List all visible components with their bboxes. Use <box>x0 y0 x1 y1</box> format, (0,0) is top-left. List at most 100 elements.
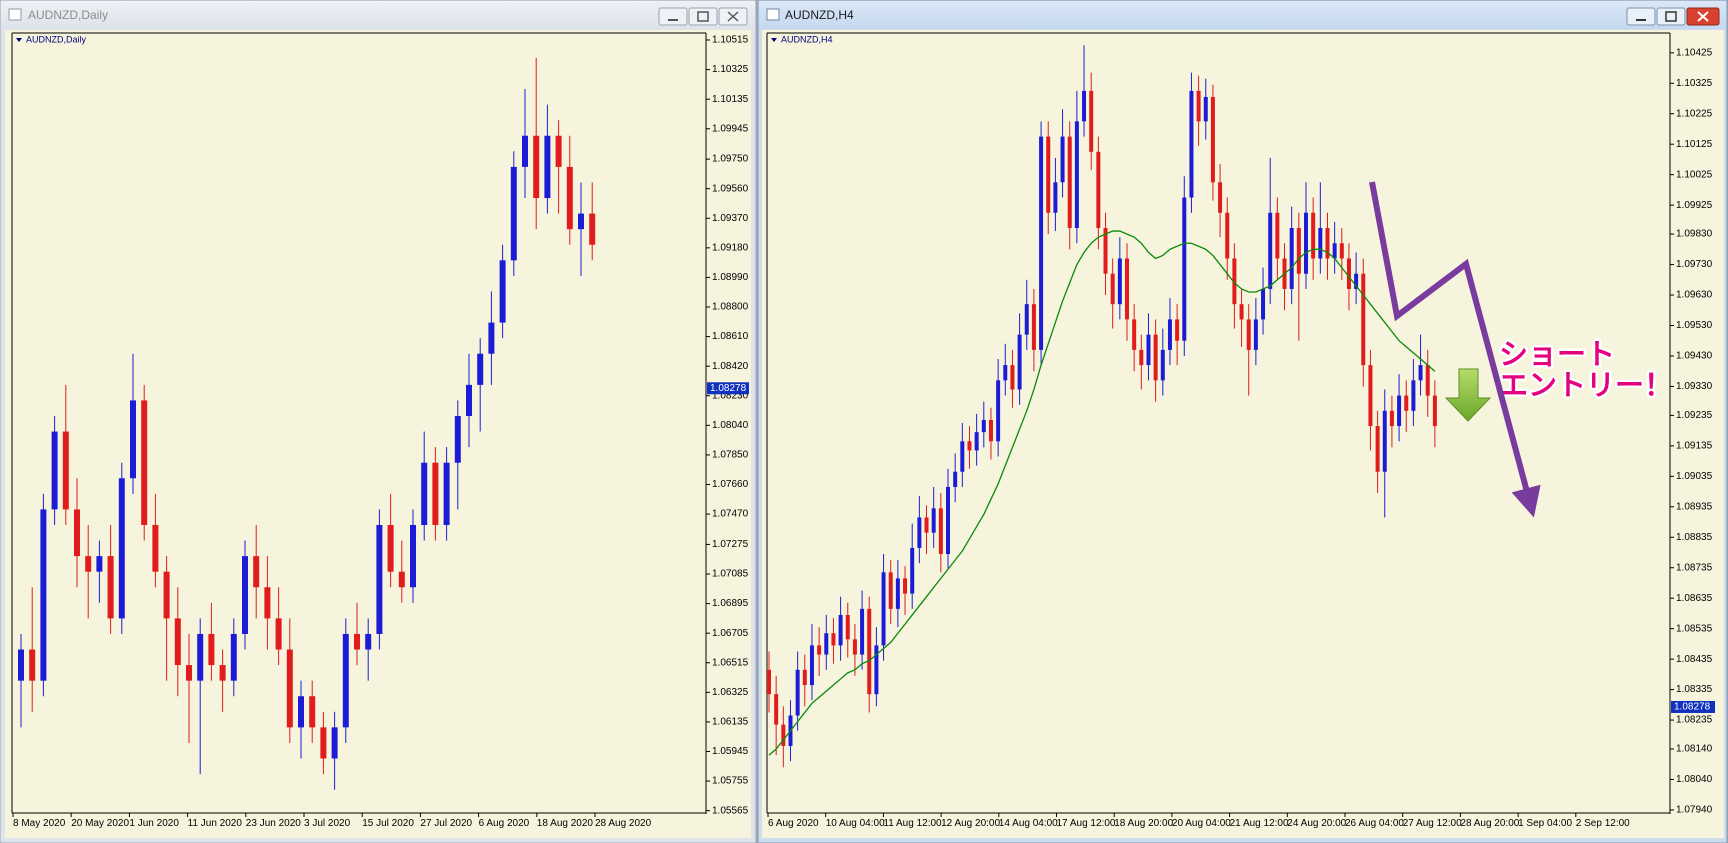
candle-body <box>867 608 872 695</box>
x-tick-label: 17 Aug 12:00 <box>1057 818 1116 829</box>
candle-body <box>432 462 439 525</box>
chart-label: AUDNZD,Daily <box>26 34 87 44</box>
restore-button[interactable] <box>1656 7 1686 26</box>
y-tick-label: 1.06325 <box>712 687 749 698</box>
candle-body <box>1067 136 1072 228</box>
candle-body <box>342 633 349 728</box>
candle-body <box>1253 319 1258 350</box>
candle-body <box>1432 395 1437 427</box>
y-tick-label: 1.10325 <box>712 64 749 75</box>
restore-icon <box>697 11 709 22</box>
candle-body <box>1003 365 1008 381</box>
candle-body <box>141 400 148 525</box>
window-icon <box>8 8 22 21</box>
y-tick-label: 1.10125 <box>1676 139 1713 150</box>
candle-body <box>1196 90 1201 122</box>
candle-body <box>578 213 584 230</box>
candle-body <box>1053 182 1058 213</box>
y-tick-label: 1.08835 <box>1676 532 1713 543</box>
candle-body <box>774 694 779 725</box>
candle-body <box>1103 228 1108 274</box>
moving-average <box>768 230 1436 756</box>
current-price-box <box>1671 700 1715 713</box>
minimize-button[interactable] <box>1626 7 1656 26</box>
candle-body <box>938 508 943 555</box>
window-daily: AUDNZD,Daily <box>0 0 757 843</box>
candle-body <box>544 135 551 199</box>
charts: AUDNZD,Daily 1.10515 1.10325 1.10135 1.09945… <box>11 32 1715 829</box>
candle-body <box>242 556 248 634</box>
candle-body <box>398 571 405 588</box>
candle-body <box>510 166 517 261</box>
candle-body <box>817 645 822 655</box>
x-tick-label: 20 May 2020 <box>71 818 129 829</box>
candle-body <box>522 135 528 167</box>
candle-body <box>29 649 36 681</box>
y-tick-label: 1.09035 <box>1676 471 1713 482</box>
candle-body <box>1268 212 1273 289</box>
x-tick-label: 27 Aug 12:00 <box>1403 818 1462 829</box>
y-tick-label: 1.07275 <box>712 539 749 550</box>
current-price-label: 1.08278 <box>1674 702 1711 713</box>
candle-body <box>767 669 771 695</box>
candle-body <box>1010 365 1015 390</box>
candle-body <box>1218 182 1223 213</box>
x-tick-label: 3 Jul 2020 <box>304 818 351 829</box>
candle-body <box>917 517 922 548</box>
candle-body <box>1275 212 1280 259</box>
candle-body <box>331 727 338 759</box>
candle-body <box>1354 273 1359 289</box>
candle-body <box>1425 365 1430 396</box>
x-tick-label: 2 Sep 12:00 <box>1576 818 1630 829</box>
candle-body <box>1232 258 1237 305</box>
candle-body <box>152 524 159 572</box>
y-tick-label: 1.08800 <box>712 302 749 313</box>
y-tick-label: 1.10515 <box>712 35 749 46</box>
y-tick-label: 1.10025 <box>1676 169 1713 180</box>
candle-body <box>1024 304 1029 335</box>
candle-body <box>197 633 204 681</box>
y-tick-label: 1.08140 <box>1676 744 1713 755</box>
minimize-button[interactable] <box>658 7 688 26</box>
candle-body <box>1210 96 1215 183</box>
candle-body <box>421 462 428 525</box>
candle-body <box>1139 349 1144 366</box>
x-tick-label: 6 Aug 2020 <box>768 818 819 829</box>
y-tick-label: 1.09730 <box>1676 259 1713 270</box>
restore-button[interactable] <box>688 7 718 26</box>
candle-body <box>130 400 136 479</box>
y-tick-label: 1.09430 <box>1676 351 1713 362</box>
y-tick-label: 1.09330 <box>1676 381 1713 392</box>
candle-body <box>118 478 125 619</box>
x-tick-label: 18 Aug 20:00 <box>1114 818 1173 829</box>
candle-body <box>298 696 304 728</box>
window-title: AUDNZD,Daily <box>28 8 108 22</box>
chart-label-marker <box>771 38 777 42</box>
candle-body <box>1203 96 1208 122</box>
candle-body <box>960 441 965 472</box>
candle-body <box>1125 258 1129 320</box>
candle-body <box>1304 212 1308 274</box>
candle-body <box>1339 243 1344 259</box>
candle-body <box>1261 288 1266 320</box>
y-tick-label: 1.08435 <box>1676 654 1713 665</box>
candle-body <box>946 486 950 555</box>
candle-body <box>1311 212 1316 259</box>
candle-body <box>1153 334 1158 381</box>
candle-body <box>802 669 807 686</box>
chart-label: AUDNZD,H4 <box>781 34 833 44</box>
y-tick-label: 1.06135 <box>712 717 749 728</box>
candle-body <box>1074 121 1079 228</box>
annotation-drawing <box>1369 181 1541 518</box>
zigzag-arrow <box>1369 181 1541 518</box>
x-tick-label: 18 Aug 2020 <box>537 818 594 829</box>
y-tick-label: 1.05945 <box>712 746 749 757</box>
x-tick-label: 8 May 2020 <box>13 818 66 829</box>
candle-body <box>1031 304 1036 350</box>
close-icon <box>1697 11 1709 22</box>
candle-body <box>387 524 394 572</box>
x-tick-label: 12 Aug 20:00 <box>941 818 1000 829</box>
candle-body <box>1175 319 1180 341</box>
x-tick-label: 23 Jun 2020 <box>246 818 301 829</box>
